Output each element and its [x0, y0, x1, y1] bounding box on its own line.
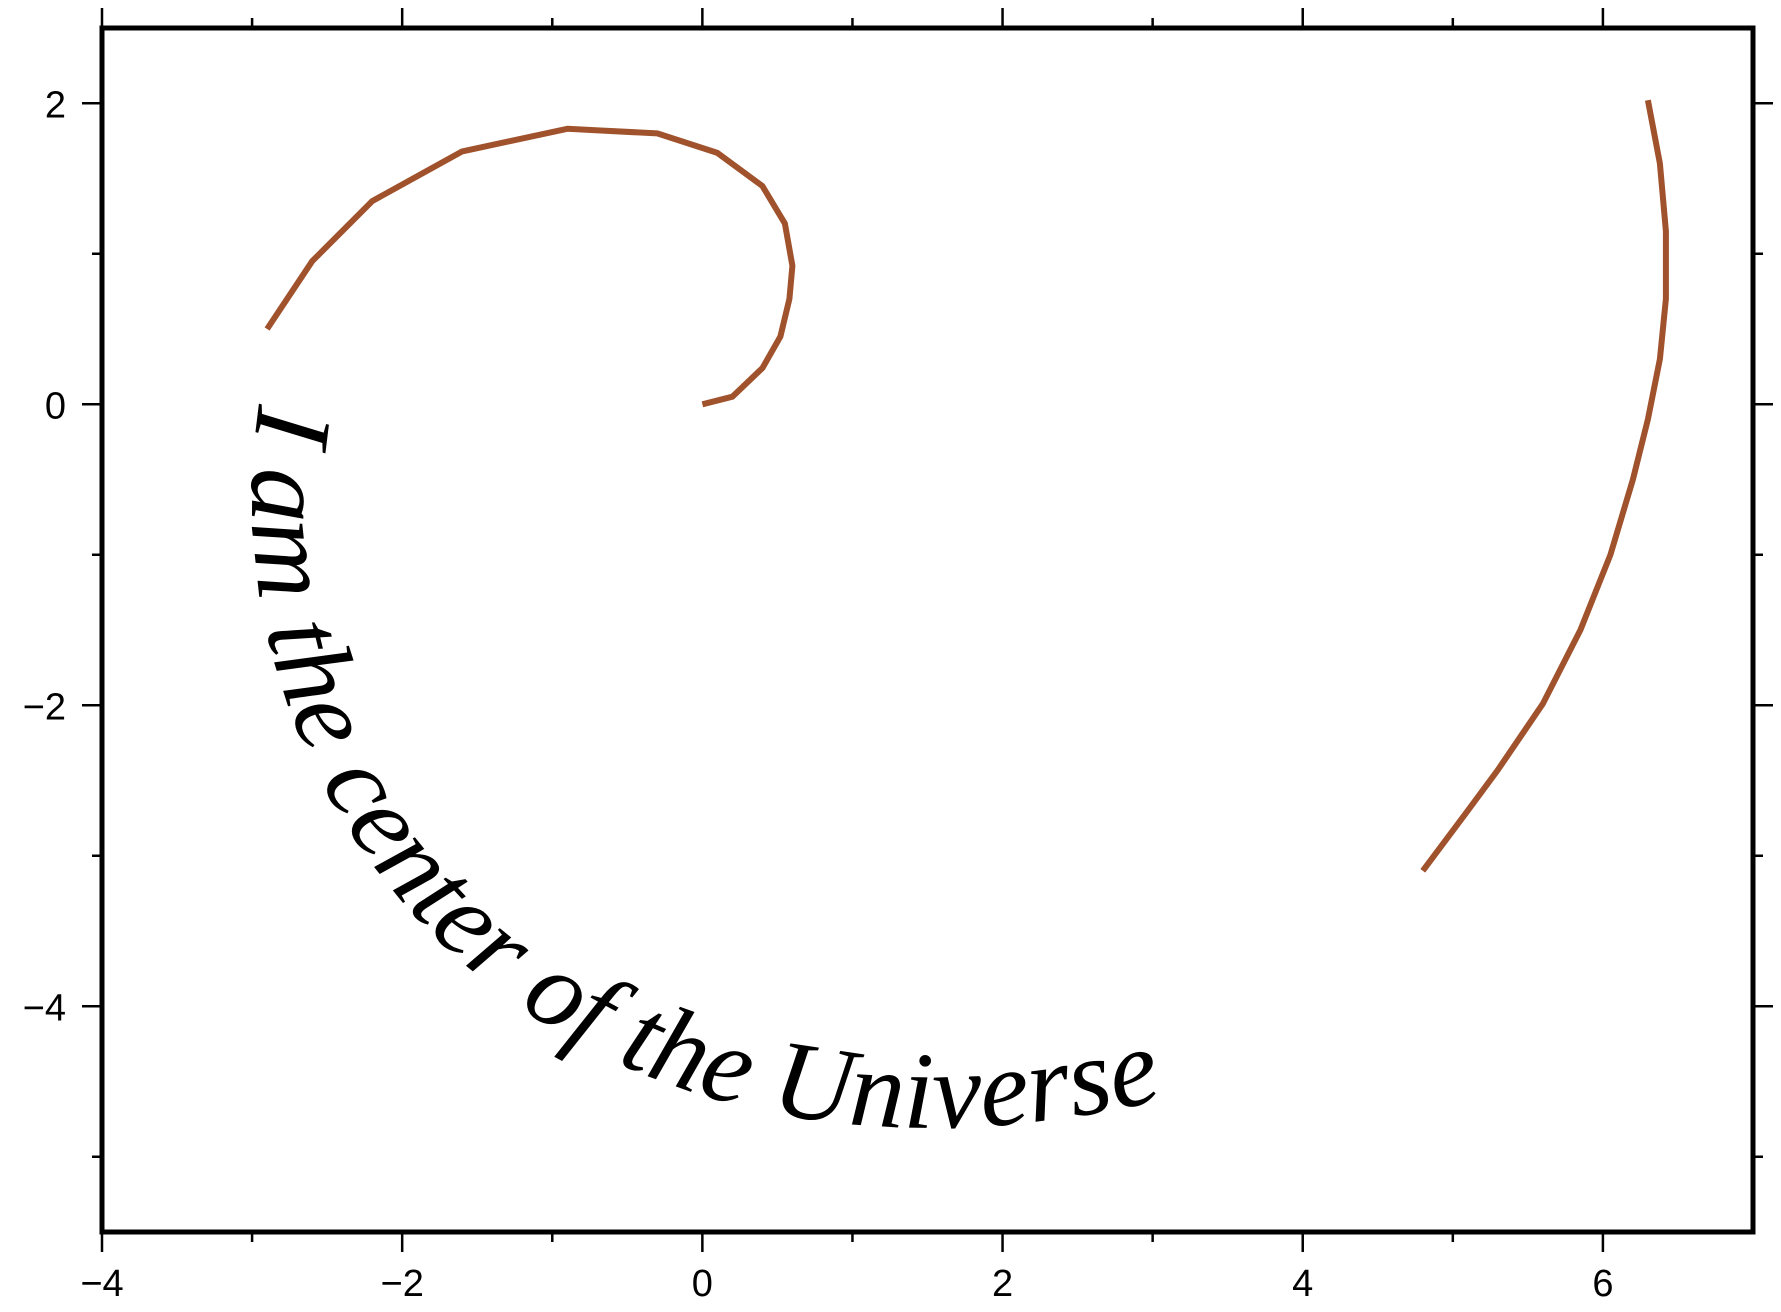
x-tick-label: 6 — [1592, 1263, 1613, 1305]
curve-annotation-textpath: I am the center of the Universe — [227, 400, 1168, 1152]
spiral-curve-segment-2 — [1420, 99, 1669, 873]
ticks-layer — [82, 8, 1773, 1252]
plot-frame — [99, 25, 1756, 1235]
x-tick-label: −4 — [80, 1263, 123, 1305]
tick-labels-layer: −4 −2 0 2 4 6 2 0 −2 −4 — [23, 84, 1614, 1305]
y-tick-label: −4 — [23, 987, 66, 1029]
y-tick-label: −2 — [23, 686, 66, 728]
y-tick-label: 2 — [45, 84, 66, 126]
curve-annotation-text: I am the center of the Universe — [227, 400, 1168, 1152]
curves-layer — [264, 99, 1669, 873]
y-tick-label: 0 — [45, 385, 66, 427]
spiral-curve-segment-1 — [264, 125, 796, 408]
x-tick-label: 4 — [1292, 1263, 1313, 1305]
x-tick-label: 2 — [992, 1263, 1013, 1305]
x-tick-label: 0 — [692, 1263, 713, 1305]
x-tick-label: −2 — [381, 1263, 424, 1305]
